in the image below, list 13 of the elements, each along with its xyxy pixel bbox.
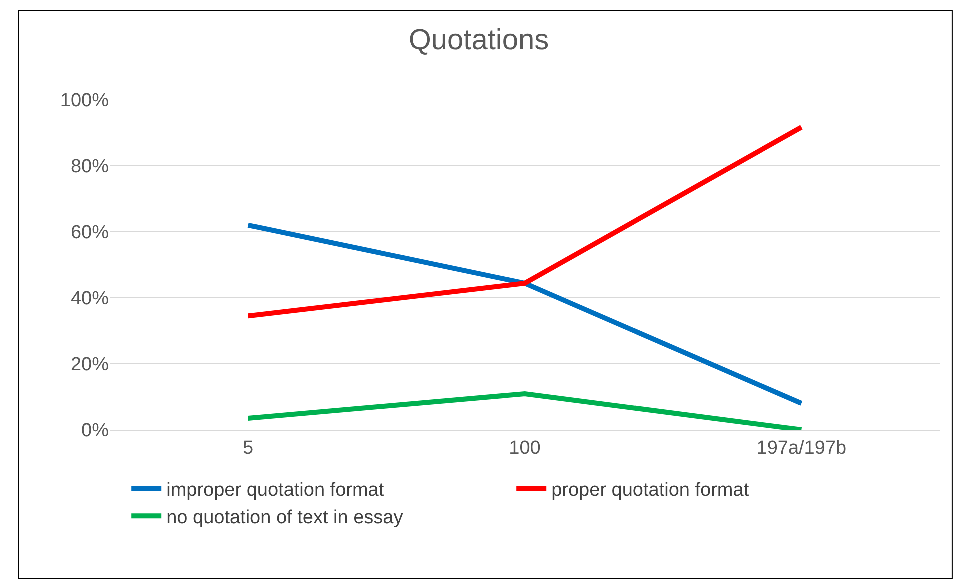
y-tick-label: 40% — [70, 288, 110, 310]
chart-title: Quotations — [408, 24, 550, 56]
y-tick-label: 60% — [70, 222, 110, 244]
x-tick-label: 100 — [509, 438, 541, 459]
x-tick-label: 197a/197b — [756, 438, 847, 459]
legend-label: proper quotation format — [552, 480, 750, 501]
x-tick-label: 5 — [243, 438, 254, 459]
y-tick-label: 80% — [70, 156, 110, 178]
y-tick-label: 0% — [82, 420, 110, 442]
legend-label: improper quotation format — [166, 480, 385, 501]
y-tick-label: 100% — [60, 90, 110, 112]
legend-label: no quotation of text in essay — [166, 508, 404, 529]
y-tick-label: 20% — [70, 354, 110, 376]
